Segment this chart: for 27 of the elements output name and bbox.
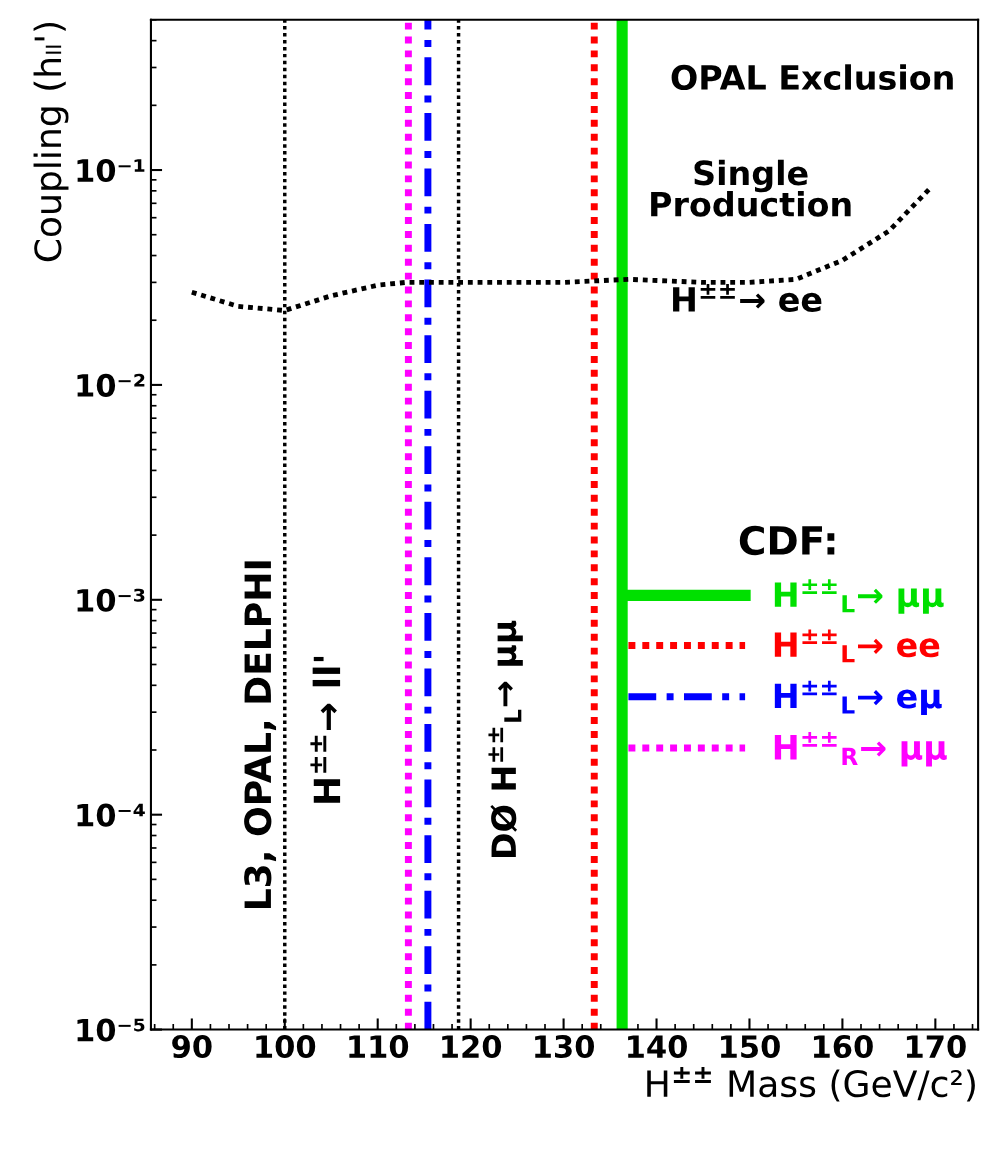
x-tick-label: 90: [172, 1034, 212, 1059]
x-axis-title: H$^{±±}$ Mass (GeV/c²): [647, 1067, 975, 1102]
ref-line-label: H$^{±±}$$_{L}$→ eμ: [774, 680, 942, 716]
x-tick-label: 160: [813, 1034, 873, 1059]
annotation: OPAL Exclusion: [671, 64, 953, 91]
legend-title: CDF:: [739, 525, 835, 556]
ref-line-label: H$^{±±}$$_{L}$→ ee: [774, 629, 940, 663]
x-tick-label: 120: [442, 1034, 502, 1059]
y-tick-label: 10⁻²: [77, 373, 145, 397]
ref-line-label: H$^{±±}$$_{R}$→ μμ: [774, 732, 947, 767]
x-tick-label: 110: [349, 1034, 409, 1059]
annotation: Single Production: [651, 159, 851, 217]
annotation: H$^{±±}$→ ll': [310, 656, 341, 803]
annotation: H$^{±±}$→ ee: [673, 284, 822, 312]
annotation: L3, OPAL, DELPHI: [244, 561, 277, 909]
y-axis-title: Coupling (hₗₗ'): [33, 22, 69, 262]
x-tick-label: 150: [721, 1034, 780, 1059]
x-tick-label: 170: [906, 1034, 966, 1059]
ref-line-label: H$^{±±}$$_{L}$→ μμ: [774, 579, 944, 614]
x-tick-label: 100: [256, 1034, 316, 1059]
y-tick-label: 10⁻¹: [77, 158, 145, 183]
y-tick-label: 10⁻⁵: [77, 1018, 145, 1042]
y-tick-label: 10⁻³: [77, 588, 145, 612]
annotation: DØ H$^{±±}$$_{L}$→ μμ: [488, 620, 523, 858]
x-tick-label: 130: [535, 1034, 595, 1059]
x-tick-label: 140: [628, 1034, 687, 1059]
y-tick-label: 10⁻⁴: [77, 803, 145, 827]
